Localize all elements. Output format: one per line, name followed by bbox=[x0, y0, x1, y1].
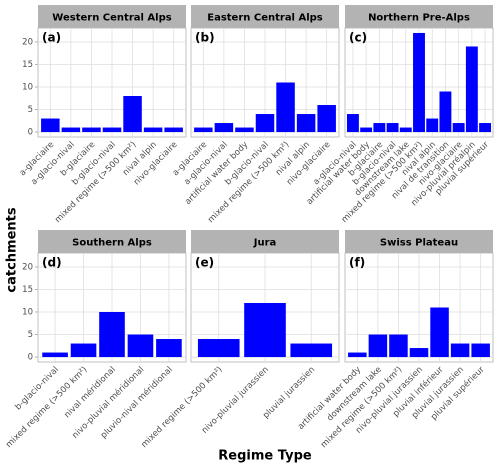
bar bbox=[346, 114, 359, 133]
panel-title: Northern Pre-Alps bbox=[368, 13, 470, 24]
y-tick-label: 0 bbox=[28, 128, 33, 138]
x-axis-title: Regime Type bbox=[218, 449, 312, 464]
bar bbox=[360, 127, 373, 133]
bar bbox=[348, 352, 367, 358]
bar bbox=[296, 114, 316, 133]
panel-label: (c) bbox=[349, 31, 367, 45]
bar bbox=[409, 348, 429, 358]
bar bbox=[127, 334, 154, 358]
bar bbox=[290, 343, 333, 358]
bar bbox=[368, 334, 388, 358]
x-tick-label: mixed regime (>500 km²) bbox=[319, 365, 404, 450]
x-tick-label: mixed regime (>500 km²) bbox=[139, 365, 224, 450]
bar bbox=[235, 127, 254, 133]
y-tick-label: 20 bbox=[22, 262, 33, 272]
y-tick-label: 20 bbox=[22, 37, 33, 47]
bar bbox=[164, 127, 183, 133]
panel-label: (b) bbox=[195, 31, 215, 45]
bar bbox=[42, 352, 68, 358]
bar bbox=[386, 123, 399, 133]
bar bbox=[99, 312, 125, 358]
panel-label: (a) bbox=[42, 31, 61, 45]
bar bbox=[430, 307, 449, 358]
y-tick-label: 15 bbox=[22, 285, 33, 295]
panel-title: Western Central Alps bbox=[52, 13, 171, 24]
bar bbox=[426, 118, 439, 133]
bar bbox=[123, 96, 142, 133]
bar bbox=[194, 127, 213, 133]
panel-label: (e) bbox=[195, 256, 214, 270]
bar bbox=[82, 127, 101, 133]
bar bbox=[413, 32, 425, 133]
strip bbox=[345, 5, 493, 28]
panel-title: Eastern Central Alps bbox=[207, 13, 323, 24]
bar bbox=[399, 127, 412, 133]
x-tick-label: nival méridional bbox=[62, 364, 118, 420]
bar bbox=[214, 123, 234, 133]
bar bbox=[244, 302, 286, 358]
bar bbox=[452, 123, 465, 133]
panel-title: Southern Alps bbox=[72, 238, 152, 249]
bar bbox=[102, 127, 122, 133]
bar bbox=[465, 46, 478, 133]
bar bbox=[197, 339, 240, 358]
bar bbox=[143, 127, 163, 133]
bar bbox=[317, 105, 336, 133]
panel-label: (f) bbox=[349, 256, 365, 270]
y-tick-label: 10 bbox=[22, 308, 33, 318]
strip bbox=[191, 5, 339, 28]
strip bbox=[38, 230, 186, 253]
bar bbox=[450, 343, 470, 358]
bar bbox=[439, 91, 452, 133]
bar bbox=[61, 127, 81, 133]
y-tick-label: 5 bbox=[28, 105, 33, 115]
bar bbox=[70, 343, 97, 358]
bar bbox=[373, 123, 386, 133]
y-tick-label: 5 bbox=[28, 330, 33, 340]
y-tick-label: 0 bbox=[28, 353, 33, 363]
bar bbox=[41, 118, 60, 133]
y-axis-title: catchments bbox=[5, 207, 20, 292]
strip bbox=[345, 230, 493, 253]
bar bbox=[276, 82, 295, 133]
panel-label: (d) bbox=[42, 256, 62, 270]
bar bbox=[389, 334, 408, 358]
panel-title: Swiss Plateau bbox=[380, 238, 458, 249]
y-tick-label: 15 bbox=[22, 60, 33, 70]
bar bbox=[255, 114, 275, 133]
strip bbox=[191, 230, 339, 253]
panel-title: Jura bbox=[253, 238, 277, 249]
bar bbox=[479, 123, 492, 133]
y-tick-label: 10 bbox=[22, 83, 33, 93]
bar bbox=[471, 343, 490, 358]
strip bbox=[38, 5, 186, 28]
bar bbox=[156, 339, 182, 358]
